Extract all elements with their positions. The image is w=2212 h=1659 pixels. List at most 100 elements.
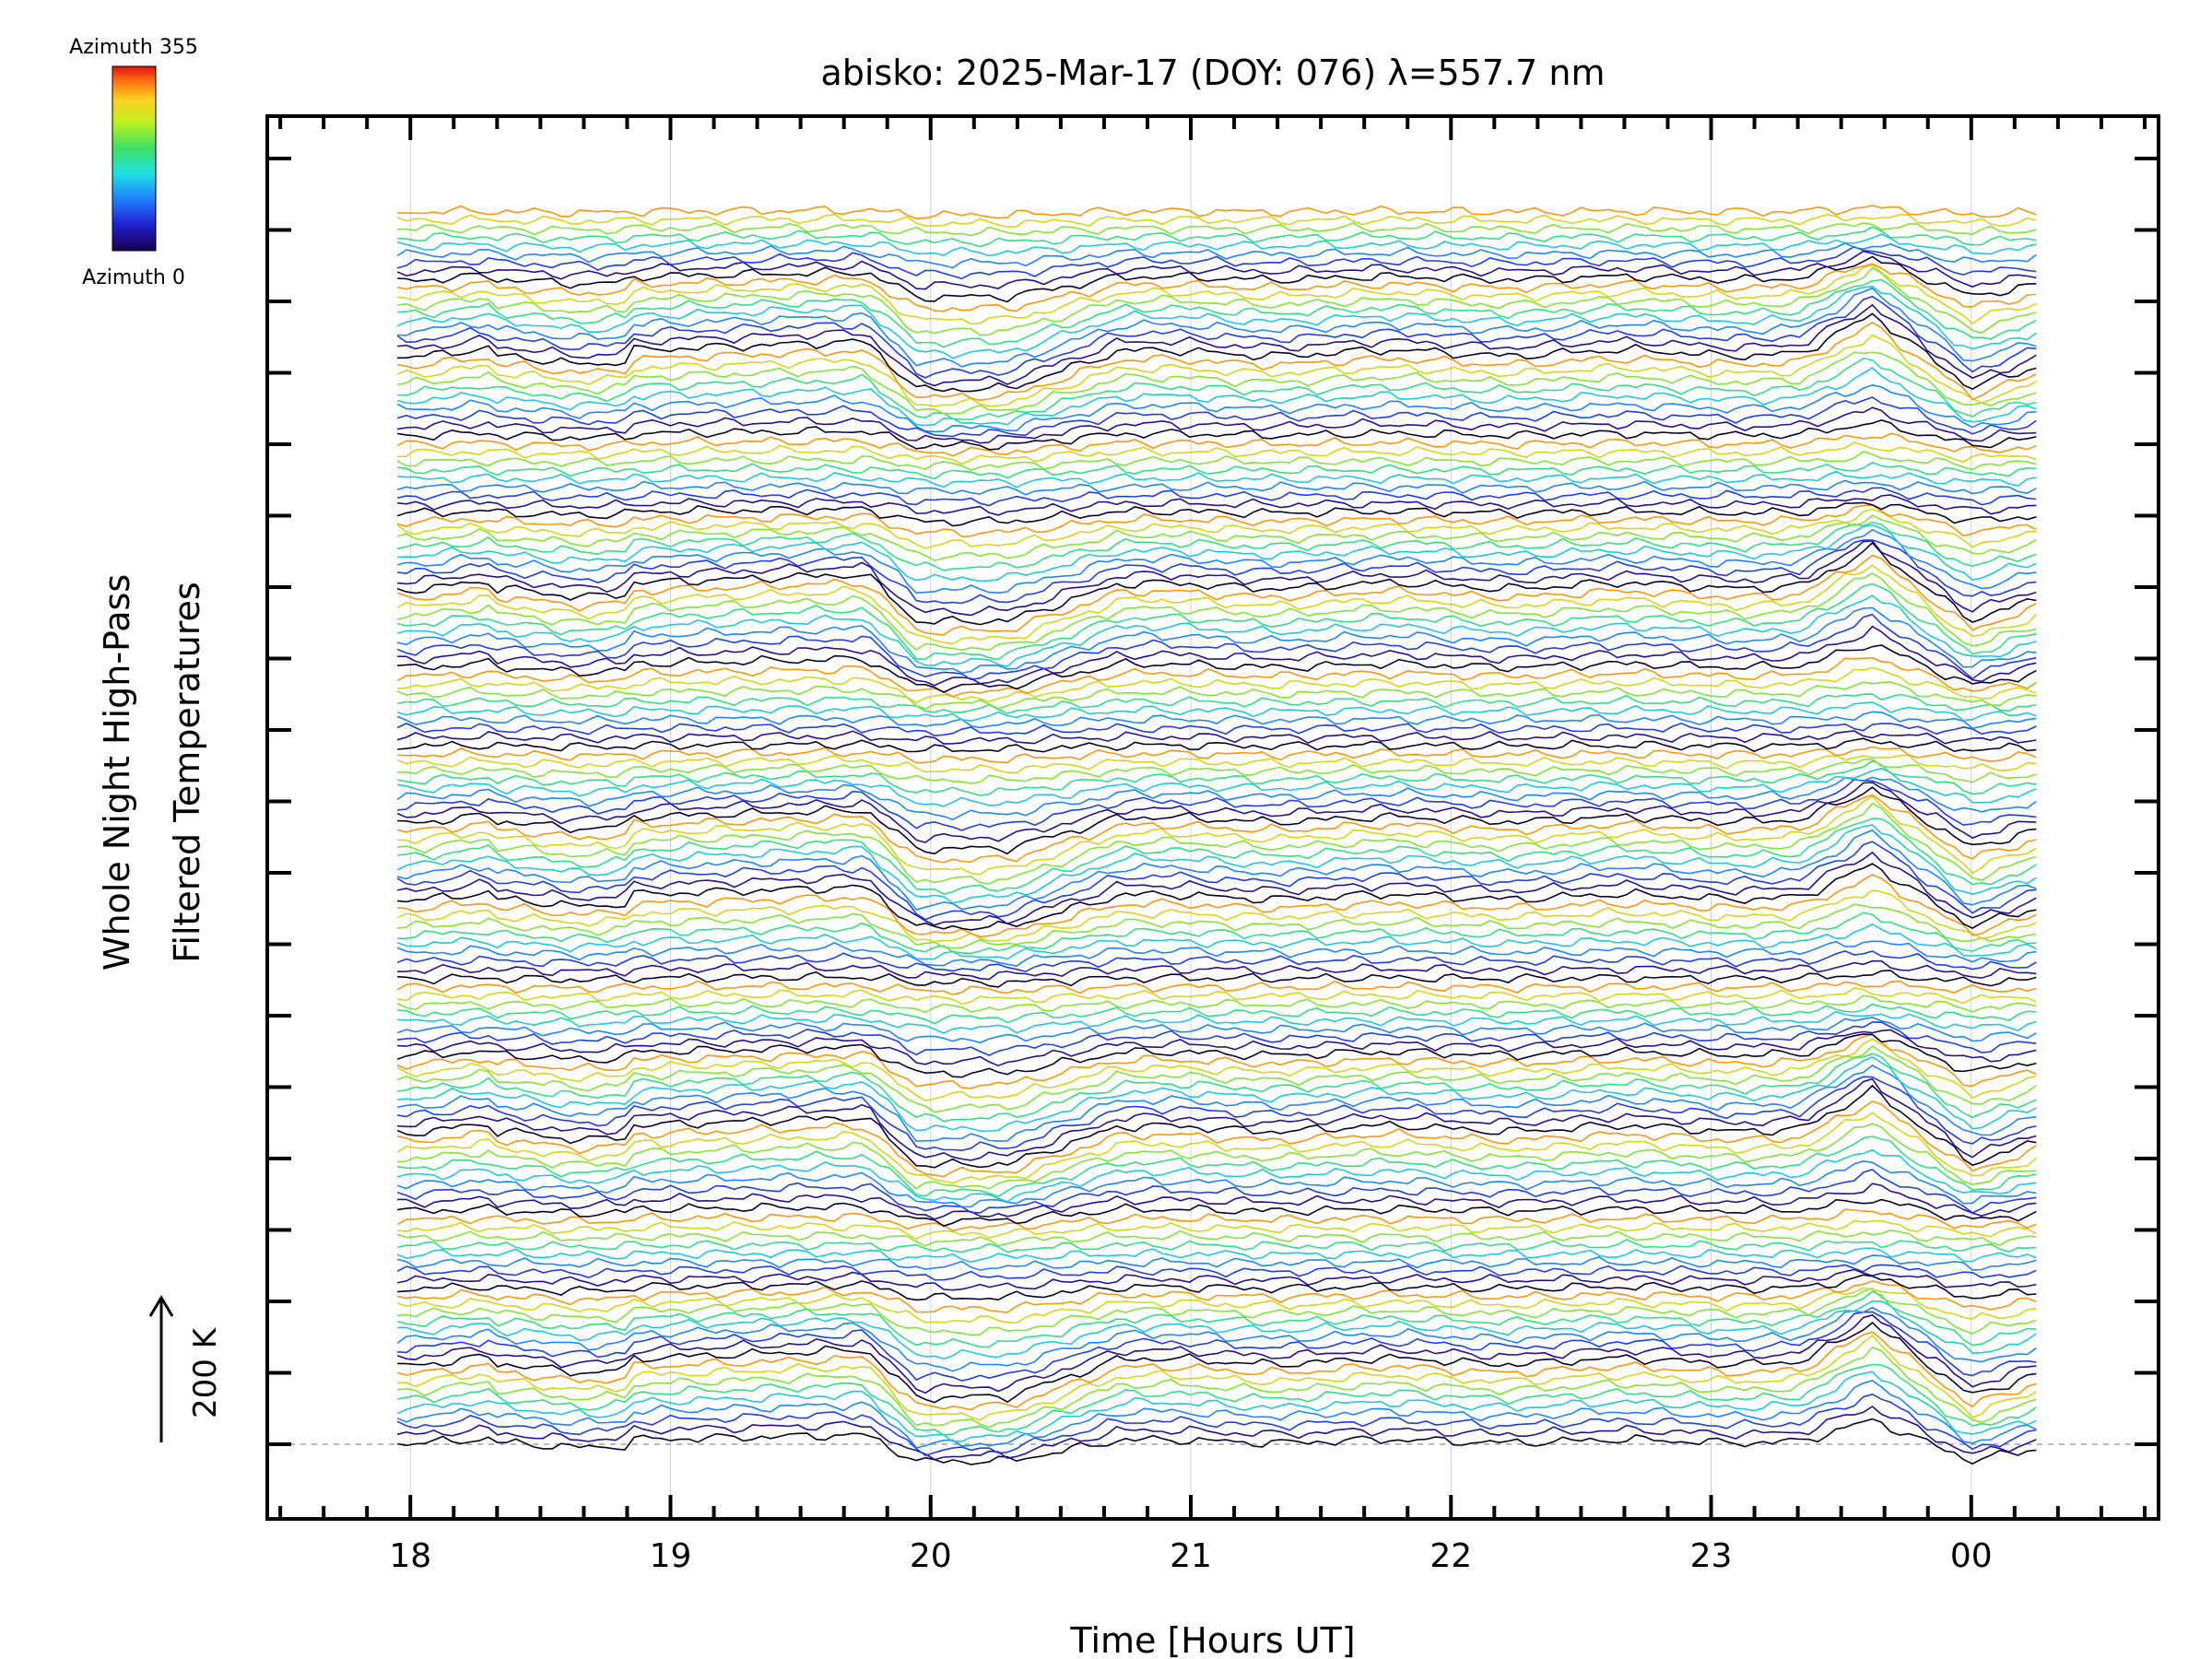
series-line-42 <box>396 1044 2037 1113</box>
series-line-32 <box>396 1135 2037 1198</box>
series-line-75 <box>396 776 2037 821</box>
series-line-68 <box>397 818 2037 895</box>
series-line-13 <box>397 1300 2037 1360</box>
series-line-9 <box>397 1322 2037 1404</box>
series-line-33 <box>397 1123 2037 1190</box>
series-line-61 <box>396 888 2037 943</box>
series-line-140 <box>397 226 2037 248</box>
series-line-115 <box>397 441 2037 465</box>
series-line-85 <box>396 701 2037 723</box>
series-line-81 <box>397 737 2037 753</box>
series-line-10 <box>396 1313 2037 1394</box>
colorbar-top-label: Azimuth 355 <box>69 36 198 59</box>
series-line-84 <box>396 711 2037 730</box>
colorbar: Azimuth 355 Azimuth 0 <box>69 36 198 289</box>
series-line-28 <box>397 1182 2037 1220</box>
scale-bar: 200 K <box>148 1295 224 1442</box>
series-line-110 <box>396 487 2037 507</box>
grid-lines <box>409 116 1972 1519</box>
series-line-38 <box>396 1076 2037 1152</box>
series-line-55 <box>397 959 2037 981</box>
x-tick-label-20: 20 <box>910 1537 952 1575</box>
series-line-58 <box>396 923 2037 960</box>
series-line-133 <box>397 264 2037 325</box>
series-line-8 <box>396 1331 2037 1411</box>
series-line-131 <box>397 278 2037 348</box>
series-line-2 <box>396 1393 2037 1456</box>
series-line-27 <box>396 1198 2037 1228</box>
series-line-19 <box>396 1268 2037 1291</box>
series-line-88 <box>397 666 2037 704</box>
y-axis-label-line1: Whole Night High-Pass <box>97 574 137 971</box>
series-line-135 <box>397 255 2037 303</box>
series-line-109 <box>397 494 2037 516</box>
chart-title: abisko: 2025-Mar-17 (DOY: 076) λ=557.7 n… <box>820 53 1605 93</box>
series-line-36 <box>396 1084 2037 1169</box>
series-line-23 <box>396 1239 2037 1253</box>
scale-bar-arrowhead <box>148 1295 174 1317</box>
series-line-25 <box>397 1219 2037 1241</box>
series-line-50 <box>397 1003 2037 1025</box>
series-line-15 <box>397 1287 2037 1336</box>
series-line-31 <box>396 1148 2037 1203</box>
series-line-124 <box>396 334 2037 407</box>
x-tick-label-18: 18 <box>389 1537 431 1575</box>
x-tick-label-21: 21 <box>1170 1537 1212 1575</box>
series-line-117 <box>396 419 2037 451</box>
series-line-66 <box>396 829 2037 911</box>
series-line-96 <box>396 572 2037 652</box>
series-line-72 <box>397 786 2037 855</box>
series-line-89 <box>396 656 2037 698</box>
series-line-87 <box>396 681 2037 710</box>
series-line-129 <box>397 287 2037 368</box>
series-line-30 <box>396 1159 2037 1208</box>
series-line-141 <box>397 222 2037 237</box>
series-line-35 <box>396 1100 2037 1178</box>
series-line-106 <box>396 508 2037 549</box>
series-line-121 <box>396 367 2037 427</box>
series-line-123 <box>396 351 2037 415</box>
series-line-47 <box>396 1021 2037 1056</box>
series-line-65 <box>396 841 2037 921</box>
series-line-26 <box>396 1208 2037 1232</box>
series-line-128 <box>396 295 2037 379</box>
series-line-69 <box>396 802 2037 885</box>
series-line-71 <box>396 794 2037 864</box>
series-line-83 <box>396 722 2037 737</box>
series-line-22 <box>396 1247 2037 1264</box>
series-line-74 <box>397 778 2037 831</box>
series-line-100 <box>397 539 2037 617</box>
colorbar-bottom-label: Azimuth 0 <box>82 266 185 289</box>
series-line-54 <box>397 970 2037 988</box>
series-line-101 <box>396 539 2037 605</box>
series-line-11 <box>397 1311 2037 1382</box>
scale-bar-label: 200 K <box>187 1326 224 1418</box>
series-line-120 <box>396 383 2037 433</box>
series-line-5 <box>396 1363 2037 1436</box>
series-line-107 <box>396 504 2037 538</box>
series-line-98 <box>396 554 2037 636</box>
plot-border <box>265 114 2160 1521</box>
series-line-93 <box>396 606 2037 675</box>
series-line-90 <box>397 644 2037 693</box>
series-line-59 <box>397 912 2037 955</box>
series-line-127 <box>397 303 2037 387</box>
series-line-0 <box>396 1418 2037 1465</box>
series-line-60 <box>397 903 2037 949</box>
series-line-45 <box>396 1033 2037 1078</box>
series-line-138 <box>396 242 2037 269</box>
series-line-37 <box>397 1077 2037 1161</box>
series-line-79 <box>396 754 2037 774</box>
series-line-46 <box>397 1029 2037 1067</box>
series-line-56 <box>396 950 2037 973</box>
series-line-86 <box>396 693 2037 715</box>
series-line-6 <box>397 1346 2037 1429</box>
series-line-130 <box>396 285 2037 359</box>
series-line-99 <box>396 541 2037 626</box>
series-line-132 <box>396 266 2037 336</box>
series-line-34 <box>396 1112 2037 1184</box>
series-line-92 <box>396 613 2037 681</box>
series-line-16 <box>396 1287 2037 1324</box>
series-line-4 <box>396 1371 2037 1442</box>
